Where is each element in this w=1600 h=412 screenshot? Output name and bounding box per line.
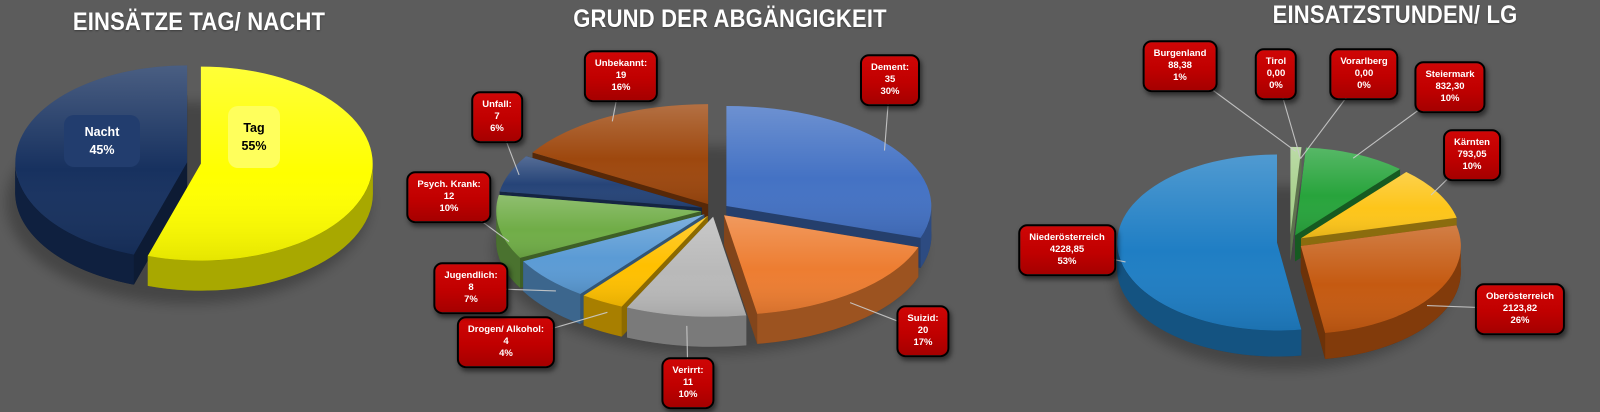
pie-slice-sheen-unbekannt [532,104,709,205]
pie-slice-rim-nacht [15,162,134,285]
pie-slice-rim-jugendlich [523,261,581,324]
callout-value: 793,05 [1457,149,1487,161]
callout-label: Unfall: [482,99,512,111]
callout-value: 12 [443,191,455,203]
callout-vorarlberg: Vorarlberg 0,00 0% [1329,48,1399,100]
pie-slice-wall-suizid [724,215,758,344]
callout-psych-krank: Psych. Krank: 12 10% [406,171,492,223]
callout-label: Niederösterreich [1029,232,1105,244]
pie-slice-sheen-steiermark [1295,147,1401,236]
callout-value: 20 [917,325,929,337]
pie-slice-sheen-niederoesterreich [1117,154,1302,331]
pie-slice-rim-niederoesterreich [1117,242,1302,357]
callout-label: Verirrt: [672,365,704,377]
slice-label-text: Tag [243,120,265,135]
callout-value: 88,38 [1168,60,1192,72]
pie-slice-rim-psych-krank [496,211,521,288]
callout-jugendlich: Jugendlich: 8 7% [433,262,509,314]
callout-label: Steiermark [1425,69,1475,81]
callout-label: Kärnten [1454,137,1490,149]
callout-label: Psych. Krank: [417,179,481,191]
callout-unfall: Unfall: 7 6% [471,91,523,143]
callout-niederoesterreich: Niederösterreich 4228,85 53% [1018,224,1116,276]
pie-slice-rim-dement [920,206,932,268]
slice-label-nacht: Nacht 45% [64,115,140,167]
callout-label: Vorarlberg [1340,56,1388,68]
pie-slice-sheen-unfall [499,156,702,208]
slice-label-tag: Tag 55% [228,106,280,168]
callout-unbekannt: Unbekannt: 19 16% [583,50,659,102]
callout-value: 0,00 [1354,68,1374,80]
pie-slice-wall-nacht [133,162,188,285]
callout-pct: 17% [913,336,933,348]
callout-pct: 4% [499,347,513,359]
callout-pct: 7% [464,293,478,305]
callout-value: 35 [884,74,896,86]
callout-pct: 6% [490,122,504,134]
pie-slice-rim-oberoesterreich [1325,246,1461,359]
callout-pct: 10% [1440,92,1460,104]
callout-pct: 26% [1510,314,1530,326]
callout-value: 8 [468,282,474,294]
pie-slice-rim-suizid [757,247,919,344]
callout-pct: 0% [1357,79,1371,91]
callout-label: Jugendlich: [444,270,498,282]
callout-pct: 0% [1269,79,1283,91]
callout-label: Oberösterreich [1485,291,1555,303]
pie-slice-sheen-psych-krank [496,194,702,258]
chart-title-grund-der-abgaengigkeit: GRUND DER ABGÄNGIGKEIT [573,5,887,33]
callout-label: Drogen/ Alkohol: [467,324,545,336]
callout-burgenland: Burgenland 88,38 1% [1142,40,1218,92]
callout-label: Burgenland [1153,48,1207,60]
callout-label: Unbekannt: [594,58,648,70]
callout-label: Dement: [870,62,910,74]
callout-value: 4228,85 [1049,244,1085,256]
callout-label: Tirol [1265,56,1287,68]
pie-slice-wall-burgenland [1290,147,1302,261]
callout-tirol: Tirol 0,00 0% [1254,48,1298,100]
callout-verirrt: Verirrt: 11 10% [661,357,715,409]
slice-label-text: Nacht [84,124,120,139]
pie-slice-sheen-burgenland [1290,146,1302,235]
pie-slice-rim-drogen-alkohol [583,295,622,337]
callout-pct: 1% [1173,71,1187,83]
callout-value: 832,30 [1435,81,1465,93]
callout-value: 11 [682,377,694,389]
callout-value: 19 [615,70,627,82]
callout-value: 2123,82 [1502,303,1538,315]
callout-label: Suizid: [907,313,939,325]
slice-label-pct: 45% [89,142,115,157]
pie-slice-sheen-suizid [724,215,919,314]
pie-slice-sheen-jugendlich [523,214,705,294]
callout-suizid: Suizid: 20 17% [896,305,950,357]
callout-pct: 16% [611,81,631,93]
callout-kaernten: Kärnten 793,05 10% [1443,129,1501,181]
pie-slice-rim-tag [147,163,373,291]
callout-value: 4 [503,336,509,348]
pie-slice-sheen-verirrt [627,216,747,317]
callout-pct: 10% [1462,160,1482,172]
pie-slice-wall-oberoesterreich [1300,246,1326,359]
pie-slice-sheen-oberoesterreich [1300,225,1461,333]
callout-pct: 10% [439,202,459,214]
callout-dement: Dement: 35 30% [859,54,921,106]
pie-slice-sheen-drogen-alkohol [583,215,708,307]
callout-pct: 53% [1057,255,1077,267]
chart-title-einsatzstunden-lg: EINSATZSTUNDEN/ LG [1272,1,1518,29]
callout-pct: 10% [678,388,698,400]
pie-slice-sheen-kaernten [1301,172,1457,239]
callout-value: 7 [494,111,500,123]
callout-oberoesterreich: Oberösterreich 2123,82 26% [1474,283,1566,335]
slice-label-pct: 55% [241,138,267,153]
pie-slice-sheen-dement [726,106,932,238]
chart-title-einsaetze-tag-nacht: EINSÄTZE TAG/ NACHT [72,8,326,36]
callout-steiermark: Steiermark 832,30 10% [1414,61,1486,113]
callout-drogen-alkohol: Drogen/ Alkohol: 4 4% [456,316,556,368]
callout-pct: 30% [880,85,900,97]
callout-value: 0,00 [1266,68,1286,80]
